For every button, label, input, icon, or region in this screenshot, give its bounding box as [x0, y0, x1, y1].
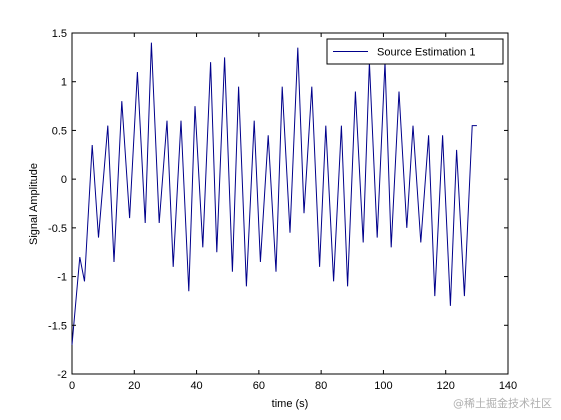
x-axis-label: time (s): [272, 398, 309, 410]
watermark-text: @稀土掘金技术社区: [453, 396, 552, 410]
x-tick-label: 60: [253, 380, 265, 392]
x-tick-label: 100: [374, 380, 392, 392]
x-tick-label: 20: [128, 380, 140, 392]
legend: Source Estimation 1: [326, 38, 504, 65]
y-axis-label: Signal Amplitude: [28, 163, 40, 245]
x-tick-label: 0: [69, 380, 75, 392]
y-tick-label: -1.5: [48, 320, 67, 332]
y-tick-label: 0.5: [52, 125, 67, 137]
y-tick-label: -2: [57, 369, 67, 381]
x-tick-label: 120: [437, 380, 455, 392]
axis-ticks: 0 20 40 60 80 100 120 140 -2 -1.5 -1 -0.5 0 0.5 1 1.5: [48, 28, 517, 392]
plot-area: [71, 32, 509, 375]
y-tick-label: 1: [61, 77, 67, 89]
y-tick-label: 0: [61, 174, 67, 186]
series-line-source-estimation-1: [71, 42, 477, 345]
y-tick-label: -0.5: [48, 223, 67, 235]
y-tick-label: 1.5: [52, 28, 67, 40]
y-tick-label: -1: [57, 272, 67, 284]
x-tick-label: 140: [499, 380, 517, 392]
x-tick-label: 80: [315, 380, 327, 392]
x-tick-label: 40: [190, 380, 202, 392]
legend-label: Source Estimation 1: [377, 47, 475, 59]
